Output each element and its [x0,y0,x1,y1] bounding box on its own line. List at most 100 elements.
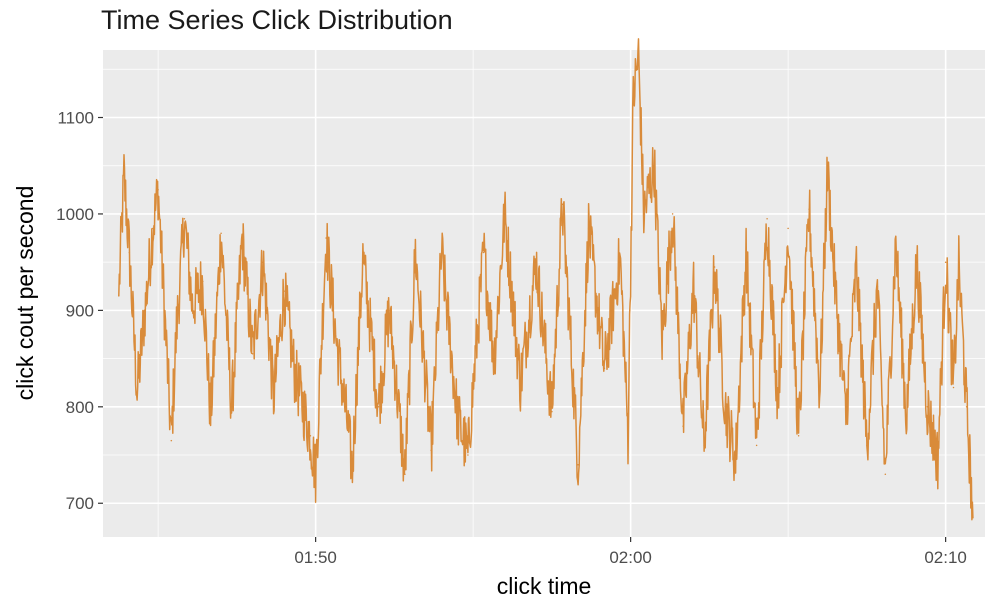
data-point [519,381,522,384]
y-axis-title: click cout per second [12,186,38,401]
series-line [118,38,974,521]
data-point [175,328,178,331]
data-point [627,434,629,437]
minor-gridlines [103,50,985,537]
data-point [572,377,574,379]
y-tick-label: 1100 [57,109,94,128]
x-tick-label: 01:50 [294,548,337,567]
data-point [937,459,939,461]
data-point [734,459,737,461]
data-point [220,232,222,234]
data-point [346,420,348,423]
data-point [128,251,131,254]
data-point [230,406,233,408]
data-point [388,309,390,312]
data-point [272,396,275,398]
data-point [404,473,406,476]
x-tick-label: 02:00 [609,548,652,567]
data-point [430,449,432,451]
data-point [183,218,186,220]
data-point [766,218,768,220]
data-point [632,97,635,99]
data-point [703,444,705,447]
data-point [561,203,564,206]
data-point [926,406,929,408]
data-point [619,256,621,259]
y-axis: 700 800 900 1000 1100 [56,109,103,513]
data-point [467,454,469,456]
data-point [834,290,837,292]
data-point [866,444,868,447]
y-tick-label: 700 [66,494,94,513]
data-point [916,261,918,263]
data-point [965,406,968,408]
data-point [884,473,887,476]
data-point [535,261,537,263]
data-point [136,391,138,394]
data-point [440,251,443,254]
data-point [170,439,173,442]
data-point [818,391,821,394]
x-axis-title: click time [497,573,592,599]
data-point [577,463,579,466]
data-point [251,353,254,355]
data-point [776,396,779,398]
data-point [944,261,947,263]
data-point [377,406,380,408]
data-point [855,266,858,268]
data-point [209,415,212,418]
data-point [905,415,908,418]
data-point [876,285,879,288]
data-point [293,372,296,374]
data-point [283,290,285,292]
data-point [262,261,264,263]
plot-panel [103,50,985,537]
data-point [144,309,146,312]
data-point [643,213,645,215]
data-point [551,410,553,413]
data-point [808,208,810,210]
data-point [653,164,656,167]
data-point [692,285,695,288]
x-tick-label: 02:10 [924,548,967,567]
data-point [587,227,590,230]
data-point [335,343,338,345]
data-point [482,251,485,254]
data-point [895,242,897,244]
data-point [314,473,317,476]
data-point [713,266,716,268]
data-point [191,304,194,307]
data-point [755,444,758,447]
data-point [682,425,684,427]
y-tick-label: 1000 [56,205,94,224]
data-point [826,169,829,172]
data-point [152,227,154,230]
data-point [952,386,955,389]
data-point [157,189,159,191]
data-point [123,174,125,177]
data-point [745,251,747,254]
data-point [456,415,459,418]
data-point [671,213,674,215]
data-point [325,237,327,239]
data-point [787,227,789,230]
data-point [165,338,167,341]
data-point [493,357,495,360]
series-layer [118,38,974,521]
chart-title: Time Series Click Distribution [101,5,453,35]
data-point [661,338,663,341]
data-point [362,256,364,259]
data-point [503,213,506,215]
x-axis: 01:50 02:00 02:10 [294,537,967,567]
data-point [241,237,243,239]
data-point [309,434,312,437]
y-tick-label: 800 [66,398,94,417]
data-point [797,434,800,437]
data-point [414,251,417,254]
data-point [118,295,120,297]
y-tick-label: 900 [66,301,94,320]
data-point [351,468,354,471]
data-point [603,367,606,369]
data-point [958,266,960,268]
